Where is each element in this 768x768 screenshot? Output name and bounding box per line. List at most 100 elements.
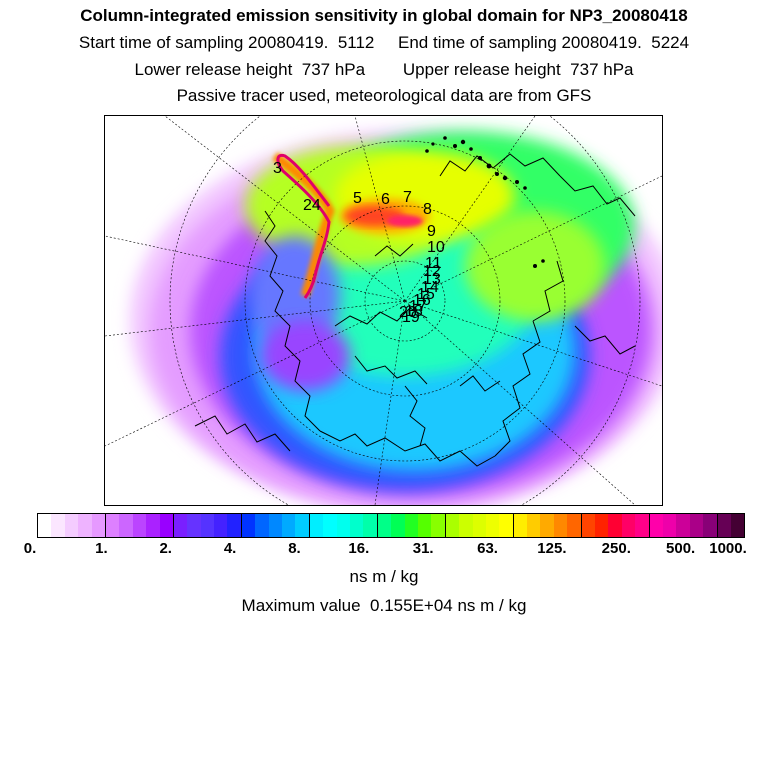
trajectory-label: 6 <box>381 191 390 208</box>
color-scale-segment <box>51 514 65 537</box>
color-scale-segment <box>268 514 283 537</box>
color-scale-tick-label: 31. <box>412 540 434 557</box>
color-scale-segment <box>282 514 296 537</box>
color-scale-segment <box>649 514 663 537</box>
color-scale-segment <box>595 514 609 537</box>
color-scale-tick-label: 63. <box>477 540 498 557</box>
color-scale-segment <box>336 514 350 537</box>
trajectory <box>276 153 331 299</box>
color-scale-segment <box>146 514 160 537</box>
trajectory-label: 20 <box>399 304 417 321</box>
graticule <box>105 116 662 505</box>
color-scale-segment <box>78 514 92 537</box>
color-scale-tick-label: 250. <box>601 540 631 557</box>
color-scale-segment <box>527 514 541 537</box>
color-scale-segment <box>431 514 446 537</box>
trajectory-label: 10 <box>427 239 445 256</box>
upper-release-label: Upper release height 737 hPa <box>402 60 634 79</box>
trajectory-label: 14 <box>421 279 439 296</box>
color-scale-segment <box>295 514 310 537</box>
sensitivity-field <box>130 131 662 505</box>
color-scale-segment <box>553 514 568 537</box>
release-heights: Lower release height 737 hPa Upper relea… <box>0 60 768 80</box>
legend-unit: ns m / kg <box>349 567 419 586</box>
trajectory-label: 24 <box>303 197 321 214</box>
color-scale-segment <box>445 514 460 537</box>
color-scale-segment <box>635 514 650 537</box>
color-scale-segment <box>540 514 554 537</box>
color-scale-segment <box>499 514 514 537</box>
color-scale-segment <box>581 514 596 537</box>
color-scale-segment <box>676 514 690 537</box>
end-sampling-label: End time of sampling 20080419. 5224 <box>398 33 690 52</box>
color-scale-segment <box>309 514 324 537</box>
color-scale-segment <box>459 514 473 537</box>
dense-islands <box>425 136 545 268</box>
color-scale-tick-label: 1. <box>95 540 108 557</box>
color-scale-segment <box>417 514 432 537</box>
trajectory-label: 11 <box>425 255 442 272</box>
color-scale-segment <box>363 514 378 537</box>
color-scale-segment <box>689 514 704 537</box>
trajectory-label: 18 <box>405 303 423 320</box>
color-scale-tick-label: 125. <box>537 540 567 557</box>
tracer-note: Passive tracer used, meteorological data… <box>176 86 592 105</box>
plot-title: Column-integrated emission sensitivity i… <box>80 6 688 25</box>
color-scale-segment <box>241 514 256 537</box>
maximum-value: Maximum value 0.155E+04 ns m / kg <box>241 596 527 615</box>
trajectory-label: 17 <box>409 298 427 315</box>
color-scale-tick-label: 16. <box>348 540 370 557</box>
color-scale-segment <box>132 514 147 537</box>
color-scale-segment <box>200 514 215 537</box>
trajectory-label: 8 <box>423 201 432 218</box>
color-scale-segment <box>404 514 418 537</box>
color-scale-tick-label: 8. <box>288 540 301 557</box>
trajectory-label: 12 <box>423 263 441 280</box>
sampling-times: Start time of sampling 20080419. 5112 En… <box>0 33 768 53</box>
color-scale-segment <box>513 514 528 537</box>
color-scale-segment <box>323 514 337 537</box>
color-scale-segment <box>105 514 120 537</box>
color-scale-tick-label: 0. <box>23 540 37 557</box>
color-scale-tick-label: 4. <box>223 540 237 557</box>
color-scale-segment <box>255 514 269 537</box>
color-scale-segment <box>567 514 582 537</box>
trajectory-label: 19 <box>402 309 420 326</box>
color-scale-segment <box>730 514 745 537</box>
color-scale-segment <box>703 514 718 537</box>
color-scale-segment <box>187 514 201 537</box>
color-scale-segment <box>38 514 52 537</box>
color-scale-tick-label: 500. <box>666 540 696 557</box>
color-scale-segment <box>173 514 188 537</box>
color-scale-segment <box>91 514 106 537</box>
color-scale-segment <box>214 514 228 537</box>
color-scale-tick-label: 2. <box>159 540 172 557</box>
trajectory-label: 16 <box>413 292 431 309</box>
trajectory-label: 5 <box>353 190 362 207</box>
color-scale-segment <box>472 514 486 537</box>
color-scale-segment <box>227 514 242 537</box>
color-scale-segment <box>349 514 364 537</box>
trajectory-label: 7 <box>403 189 412 206</box>
color-scale-segment <box>717 514 731 537</box>
color-scale-segment <box>621 514 636 537</box>
color-scale-segment <box>485 514 500 537</box>
color-scale-segment <box>64 514 79 537</box>
trajectory-label: 9 <box>427 223 436 240</box>
trajectory-label: 15 <box>417 286 435 303</box>
trajectory-label: 13 <box>423 271 441 288</box>
coastlines <box>194 153 636 467</box>
trajectory-label: 3 <box>273 160 282 177</box>
color-scale-bar <box>37 513 745 538</box>
color-scale-tick-label: 1000. <box>709 540 747 557</box>
color-scale-segment <box>119 514 133 537</box>
color-scale-segment <box>377 514 392 537</box>
color-scale-segment <box>662 514 677 537</box>
start-sampling-label: Start time of sampling 20080419. 5112 <box>78 33 375 52</box>
lower-release-label: Lower release height 737 hPa <box>134 60 366 79</box>
color-scale-segment <box>391 514 405 537</box>
color-scale-segment <box>159 514 174 537</box>
color-scale-segment <box>608 514 622 537</box>
emission-sensitivity-map: 3 24 5 6 7 8 9 10 11 12 13 14 15 16 17 18 19 20 <box>104 115 663 506</box>
